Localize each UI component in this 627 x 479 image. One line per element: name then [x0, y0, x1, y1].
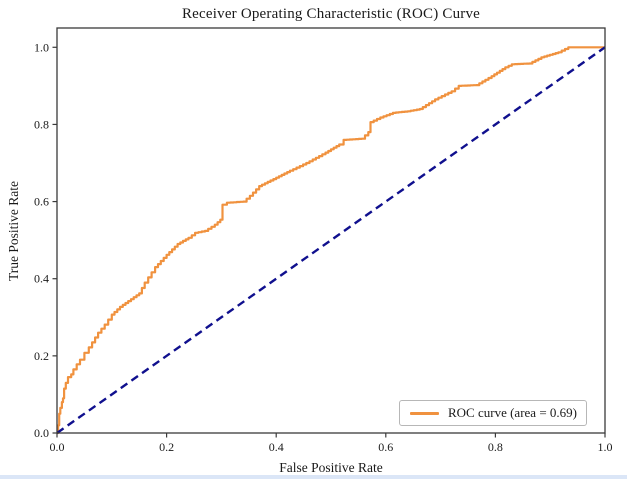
chance-diagonal-line: [56, 46, 606, 434]
bottom-edge-strip: [0, 475, 627, 479]
y-tick-label: 0.4: [34, 272, 49, 286]
roc-curve-line: [57, 46, 605, 435]
legend-line-swatch: [410, 411, 439, 415]
y-tick-label: 0.6: [34, 195, 49, 209]
legend-label: ROC curve (area = 0.69): [448, 405, 577, 420]
y-tick-label: 0.0: [34, 426, 49, 440]
chart-title: Receiver Operating Characteristic (ROC) …: [181, 6, 481, 22]
y-axis-label: True Positive Rate: [6, 181, 21, 282]
x-tick-label: 0.8: [488, 440, 503, 454]
x-tick-label: 0.4: [269, 440, 284, 454]
x-tick-label: 0.6: [378, 440, 393, 454]
x-tick-label: 1.0: [598, 440, 613, 454]
x-tick-label: 0.2: [159, 440, 174, 454]
y-tick-label: 1.0: [34, 40, 49, 54]
legend: ROC curve (area = 0.69): [399, 400, 587, 426]
y-tick-label: 0.8: [34, 117, 49, 131]
x-tick-label: 0.0: [50, 440, 65, 454]
x-axis-label: False Positive Rate: [279, 460, 383, 475]
y-tick-label: 0.2: [34, 349, 49, 363]
plot-spines: [56, 27, 606, 434]
